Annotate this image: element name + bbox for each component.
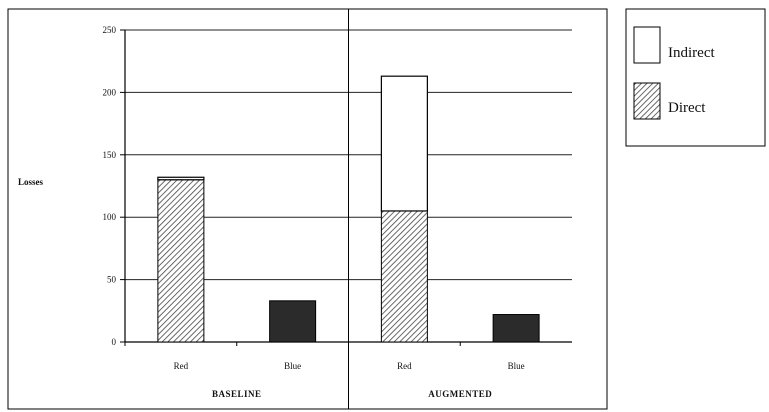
x-tick-label: Blue xyxy=(284,361,301,371)
legend-swatch-indirect xyxy=(633,26,661,64)
y-tick-label: 50 xyxy=(107,275,117,285)
y-tick-label: 100 xyxy=(103,212,117,222)
bar-direct-blue xyxy=(269,300,317,343)
y-tick-label: 0 xyxy=(112,337,117,347)
x-tick-label: Blue xyxy=(508,361,525,371)
legend-label-direct: Direct xyxy=(668,100,706,116)
y-tick-label: 250 xyxy=(103,25,117,35)
y-axis-label: Losses xyxy=(18,177,44,187)
legend: Indirect Direct xyxy=(625,8,766,147)
bar-direct-red xyxy=(380,210,428,343)
bar-indirect-red xyxy=(157,176,205,181)
group-label: BASELINE xyxy=(212,389,262,399)
x-tick-label: Red xyxy=(174,361,189,371)
bar-indirect-red xyxy=(380,75,428,212)
group-label: AUGMENTED xyxy=(428,389,492,399)
legend-swatch-direct xyxy=(633,82,661,120)
legend-label-indirect: Indirect xyxy=(668,45,715,61)
y-tick-label: 150 xyxy=(103,150,117,160)
chart-frame xyxy=(7,8,608,410)
x-tick-label: Red xyxy=(397,361,412,371)
y-tick-label: 200 xyxy=(103,87,117,97)
plot-area: 0 50 100 150 200 250 Red Blue Red Blue BASELINE AUG… xyxy=(103,9,572,409)
legend-box xyxy=(625,8,766,147)
bar-direct-blue xyxy=(492,314,540,343)
bar-direct-red xyxy=(157,179,205,343)
